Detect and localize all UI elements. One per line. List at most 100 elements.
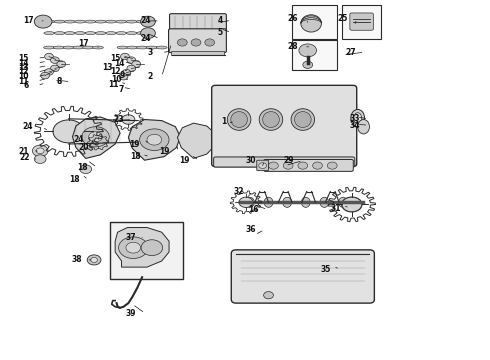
- Ellipse shape: [116, 32, 126, 35]
- Ellipse shape: [85, 20, 96, 23]
- Text: 16: 16: [248, 205, 259, 214]
- Ellipse shape: [65, 20, 75, 23]
- Circle shape: [32, 145, 48, 157]
- Text: 18: 18: [69, 175, 79, 184]
- Text: 24: 24: [23, 122, 33, 131]
- Ellipse shape: [44, 20, 55, 23]
- Ellipse shape: [339, 197, 347, 207]
- FancyBboxPatch shape: [169, 29, 226, 53]
- Ellipse shape: [137, 46, 147, 49]
- Ellipse shape: [294, 112, 311, 127]
- Text: 38: 38: [72, 256, 82, 264]
- Text: 35: 35: [321, 265, 331, 274]
- Circle shape: [87, 255, 101, 265]
- Text: 27: 27: [345, 48, 356, 57]
- Ellipse shape: [105, 32, 116, 35]
- Circle shape: [269, 162, 278, 169]
- FancyBboxPatch shape: [264, 159, 353, 171]
- Circle shape: [34, 155, 46, 163]
- Circle shape: [89, 132, 102, 142]
- Ellipse shape: [259, 109, 283, 130]
- Text: 28: 28: [287, 42, 298, 51]
- Text: 30: 30: [245, 156, 256, 165]
- Ellipse shape: [156, 46, 167, 49]
- Circle shape: [80, 165, 92, 174]
- Circle shape: [141, 28, 155, 39]
- FancyBboxPatch shape: [292, 5, 337, 39]
- FancyBboxPatch shape: [171, 51, 224, 55]
- Circle shape: [45, 53, 53, 60]
- Ellipse shape: [54, 20, 65, 23]
- Ellipse shape: [354, 113, 362, 123]
- Text: 37: 37: [125, 233, 136, 242]
- Text: 9: 9: [119, 71, 124, 80]
- Ellipse shape: [358, 120, 369, 134]
- Circle shape: [119, 73, 128, 80]
- Text: 31: 31: [331, 204, 341, 212]
- Circle shape: [342, 197, 362, 212]
- Circle shape: [303, 61, 313, 68]
- Circle shape: [93, 139, 103, 146]
- Circle shape: [313, 162, 322, 169]
- Circle shape: [141, 16, 155, 27]
- Text: 3: 3: [147, 48, 153, 57]
- Text: 33: 33: [349, 114, 360, 123]
- Circle shape: [259, 163, 267, 168]
- Circle shape: [126, 242, 141, 253]
- FancyBboxPatch shape: [170, 14, 226, 31]
- Circle shape: [121, 53, 129, 60]
- Text: 23: 23: [113, 115, 123, 124]
- Ellipse shape: [320, 197, 329, 207]
- Ellipse shape: [95, 32, 106, 35]
- Ellipse shape: [127, 46, 138, 49]
- Circle shape: [119, 237, 148, 258]
- Circle shape: [298, 162, 308, 169]
- FancyBboxPatch shape: [342, 5, 381, 39]
- Circle shape: [140, 129, 169, 150]
- Ellipse shape: [351, 109, 365, 127]
- Text: 14: 14: [18, 58, 28, 68]
- Circle shape: [177, 39, 187, 46]
- Text: 11: 11: [18, 77, 28, 85]
- Text: 11: 11: [108, 80, 119, 89]
- Circle shape: [205, 39, 215, 46]
- Text: 12: 12: [110, 67, 121, 76]
- Text: 19: 19: [159, 148, 170, 156]
- Ellipse shape: [147, 46, 157, 49]
- Text: 34: 34: [349, 121, 360, 130]
- Text: 39: 39: [126, 309, 136, 318]
- Ellipse shape: [53, 46, 64, 49]
- Circle shape: [342, 197, 362, 212]
- Circle shape: [91, 257, 98, 262]
- Text: 13: 13: [18, 63, 28, 72]
- Text: 24: 24: [74, 135, 84, 144]
- Ellipse shape: [65, 32, 75, 35]
- Ellipse shape: [74, 20, 85, 23]
- Ellipse shape: [283, 197, 292, 207]
- Circle shape: [191, 39, 201, 46]
- Ellipse shape: [83, 46, 94, 49]
- FancyBboxPatch shape: [214, 157, 355, 167]
- Text: 24: 24: [141, 16, 151, 25]
- Circle shape: [82, 127, 109, 147]
- Circle shape: [122, 69, 131, 76]
- Circle shape: [147, 134, 162, 145]
- Ellipse shape: [63, 46, 74, 49]
- Ellipse shape: [291, 109, 315, 130]
- Circle shape: [57, 61, 66, 67]
- Text: 22: 22: [19, 153, 29, 162]
- FancyBboxPatch shape: [257, 160, 269, 171]
- Circle shape: [122, 115, 135, 124]
- Text: 29: 29: [284, 156, 294, 165]
- Ellipse shape: [126, 32, 137, 35]
- Circle shape: [50, 57, 59, 63]
- Text: 1: 1: [221, 117, 226, 126]
- Polygon shape: [128, 120, 180, 160]
- Text: 2: 2: [147, 72, 153, 81]
- Ellipse shape: [245, 197, 254, 207]
- Circle shape: [50, 65, 59, 72]
- Ellipse shape: [136, 20, 147, 23]
- Text: 14: 14: [114, 59, 124, 68]
- Ellipse shape: [126, 20, 137, 23]
- Ellipse shape: [227, 109, 251, 130]
